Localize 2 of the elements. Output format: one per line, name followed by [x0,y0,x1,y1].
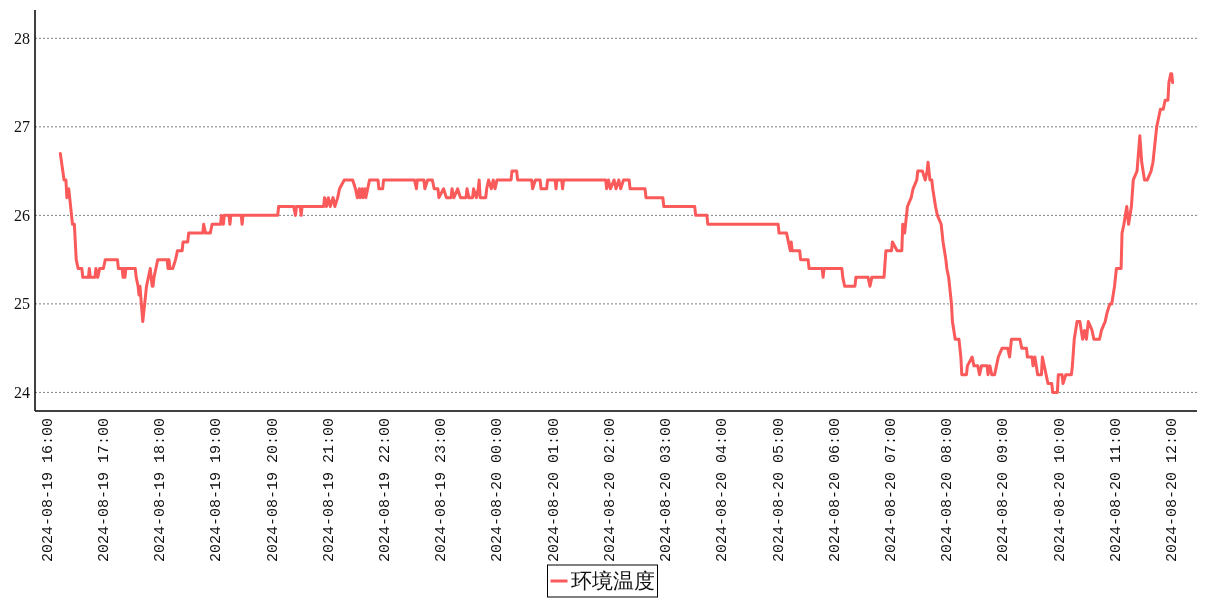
legend: 环境温度 [547,564,658,598]
legend-label: 环境温度 [570,569,655,593]
